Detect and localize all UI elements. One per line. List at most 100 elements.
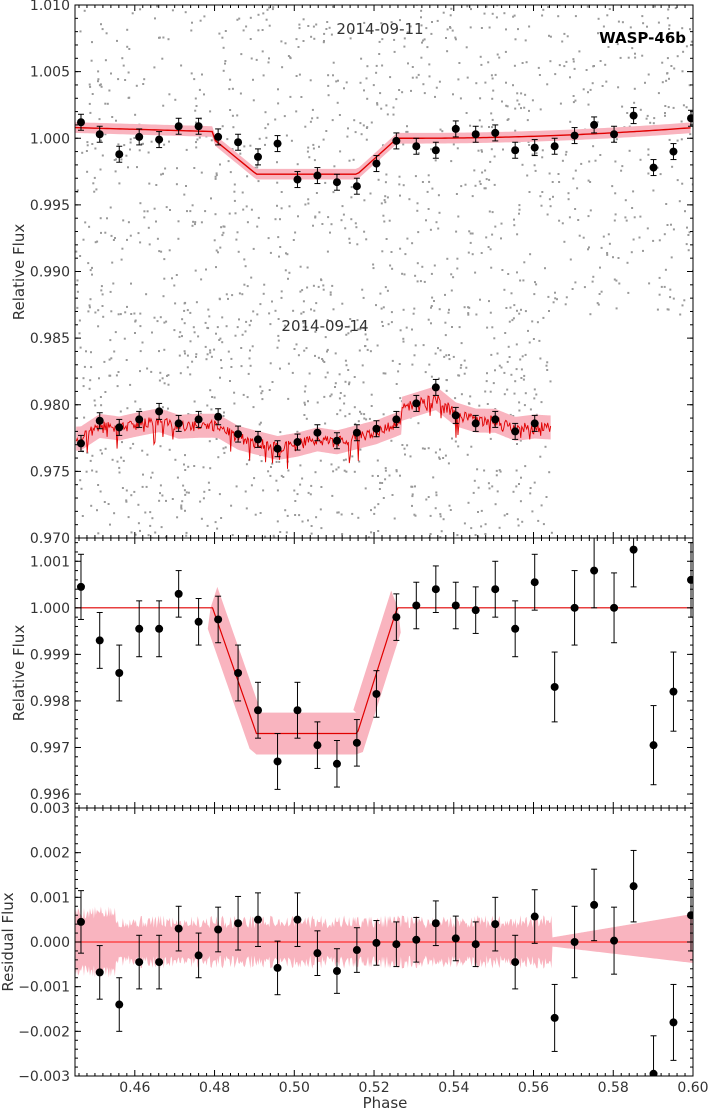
raw-flux-point [411, 76, 414, 79]
raw-flux-point [563, 65, 566, 68]
raw-flux-point [263, 575, 265, 577]
raw-flux-point [336, 101, 339, 104]
raw-flux-point [516, 99, 519, 102]
data-point [254, 706, 263, 715]
raw-flux-point [159, 492, 161, 495]
raw-flux-point [450, 289, 453, 292]
raw-flux-point [373, 506, 376, 509]
raw-flux-point [490, 148, 493, 151]
raw-flux-point [218, 298, 221, 301]
raw-flux-point [527, 329, 529, 332]
raw-flux-point [354, 422, 357, 425]
raw-flux-point [169, 209, 171, 211]
binned-point-detrended [471, 586, 480, 634]
raw-flux-point [350, 186, 353, 189]
raw-flux-point [133, 490, 136, 493]
binned-points-top [76, 107, 693, 458]
raw-flux-point [666, 224, 669, 226]
raw-flux-point [181, 335, 183, 338]
raw-flux-point [248, 357, 251, 360]
binned-point-detrended [115, 644, 124, 702]
raw-flux-point [431, 296, 434, 299]
raw-flux-point [516, 443, 518, 445]
raw-flux-point [129, 447, 132, 450]
raw-flux-point [427, 208, 430, 210]
raw-flux-point [176, 476, 179, 479]
raw-flux-point [223, 411, 225, 414]
binned-point-night2 [254, 430, 263, 448]
raw-flux-point [457, 215, 460, 218]
raw-flux-point [446, 28, 449, 31]
raw-flux-point [362, 296, 365, 299]
raw-flux-point [447, 462, 450, 465]
raw-flux-point [534, 169, 537, 172]
raw-flux-point [539, 195, 542, 198]
raw-flux-point [204, 210, 207, 213]
data-point [687, 114, 693, 123]
raw-flux-point [322, 138, 325, 141]
raw-flux-point [167, 383, 170, 386]
raw-flux-point [344, 380, 347, 383]
raw-flux-point [287, 397, 290, 400]
raw-flux-point [242, 208, 245, 211]
data-point [392, 415, 401, 424]
raw-flux-point [343, 402, 346, 405]
raw-flux-point [491, 77, 494, 80]
raw-flux-point [437, 194, 440, 197]
x-tick-label: 0.56 [518, 1080, 549, 1096]
raw-flux-point [138, 546, 140, 548]
raw-flux-point [109, 374, 112, 377]
binned-point-detrended [95, 611, 104, 669]
raw-flux-point [380, 107, 383, 110]
axis-ticks: 0.9700.9750.9800.9850.9900.9951.0001.005… [18, 0, 708, 1096]
residual-band [75, 906, 693, 978]
raw-flux-point [329, 231, 331, 234]
raw-flux-point [676, 55, 679, 58]
binned-point-residual [135, 934, 144, 990]
raw-flux-point [203, 93, 205, 96]
raw-flux-point [130, 531, 133, 534]
raw-flux-point [200, 540, 202, 542]
data-point [254, 152, 263, 161]
data-point [471, 940, 480, 949]
raw-flux-point [422, 560, 424, 562]
raw-flux-point [591, 280, 594, 283]
data-point [649, 741, 658, 750]
raw-flux-point [208, 489, 211, 491]
raw-flux-point [190, 29, 193, 32]
raw-flux-point [276, 161, 278, 164]
raw-flux-point [491, 126, 494, 129]
raw-flux-point [353, 470, 356, 473]
raw-flux-point [668, 77, 670, 80]
raw-flux-point [125, 359, 128, 361]
raw-flux-point [104, 391, 107, 393]
raw-flux-point [310, 308, 312, 311]
data-point [511, 427, 520, 436]
raw-flux-point [521, 355, 524, 358]
raw-flux-point [485, 5, 488, 8]
raw-flux-point [165, 206, 168, 209]
raw-flux-point [101, 305, 104, 307]
raw-flux-point [176, 516, 179, 519]
raw-flux-point [120, 158, 123, 161]
raw-flux-point [363, 572, 365, 574]
raw-flux-point [689, 28, 691, 31]
binned-point-residual [194, 932, 203, 979]
raw-flux-point [219, 376, 221, 379]
raw-flux-point [395, 98, 398, 101]
raw-flux-point [546, 83, 549, 86]
raw-flux-point [280, 191, 283, 193]
raw-flux-point [342, 459, 345, 462]
raw-flux-point [491, 12, 494, 15]
raw-flux-point [268, 389, 271, 391]
raw-flux-point [520, 107, 522, 110]
raw-flux-point [178, 354, 181, 357]
data-point [412, 142, 421, 151]
raw-flux-point [561, 222, 564, 225]
raw-flux-point [385, 238, 388, 240]
raw-flux-point [515, 343, 518, 346]
x-tick-label: 0.58 [598, 1080, 629, 1096]
binned-point-residual [234, 895, 243, 951]
raw-flux-point [433, 264, 436, 267]
raw-flux-point [303, 349, 306, 352]
